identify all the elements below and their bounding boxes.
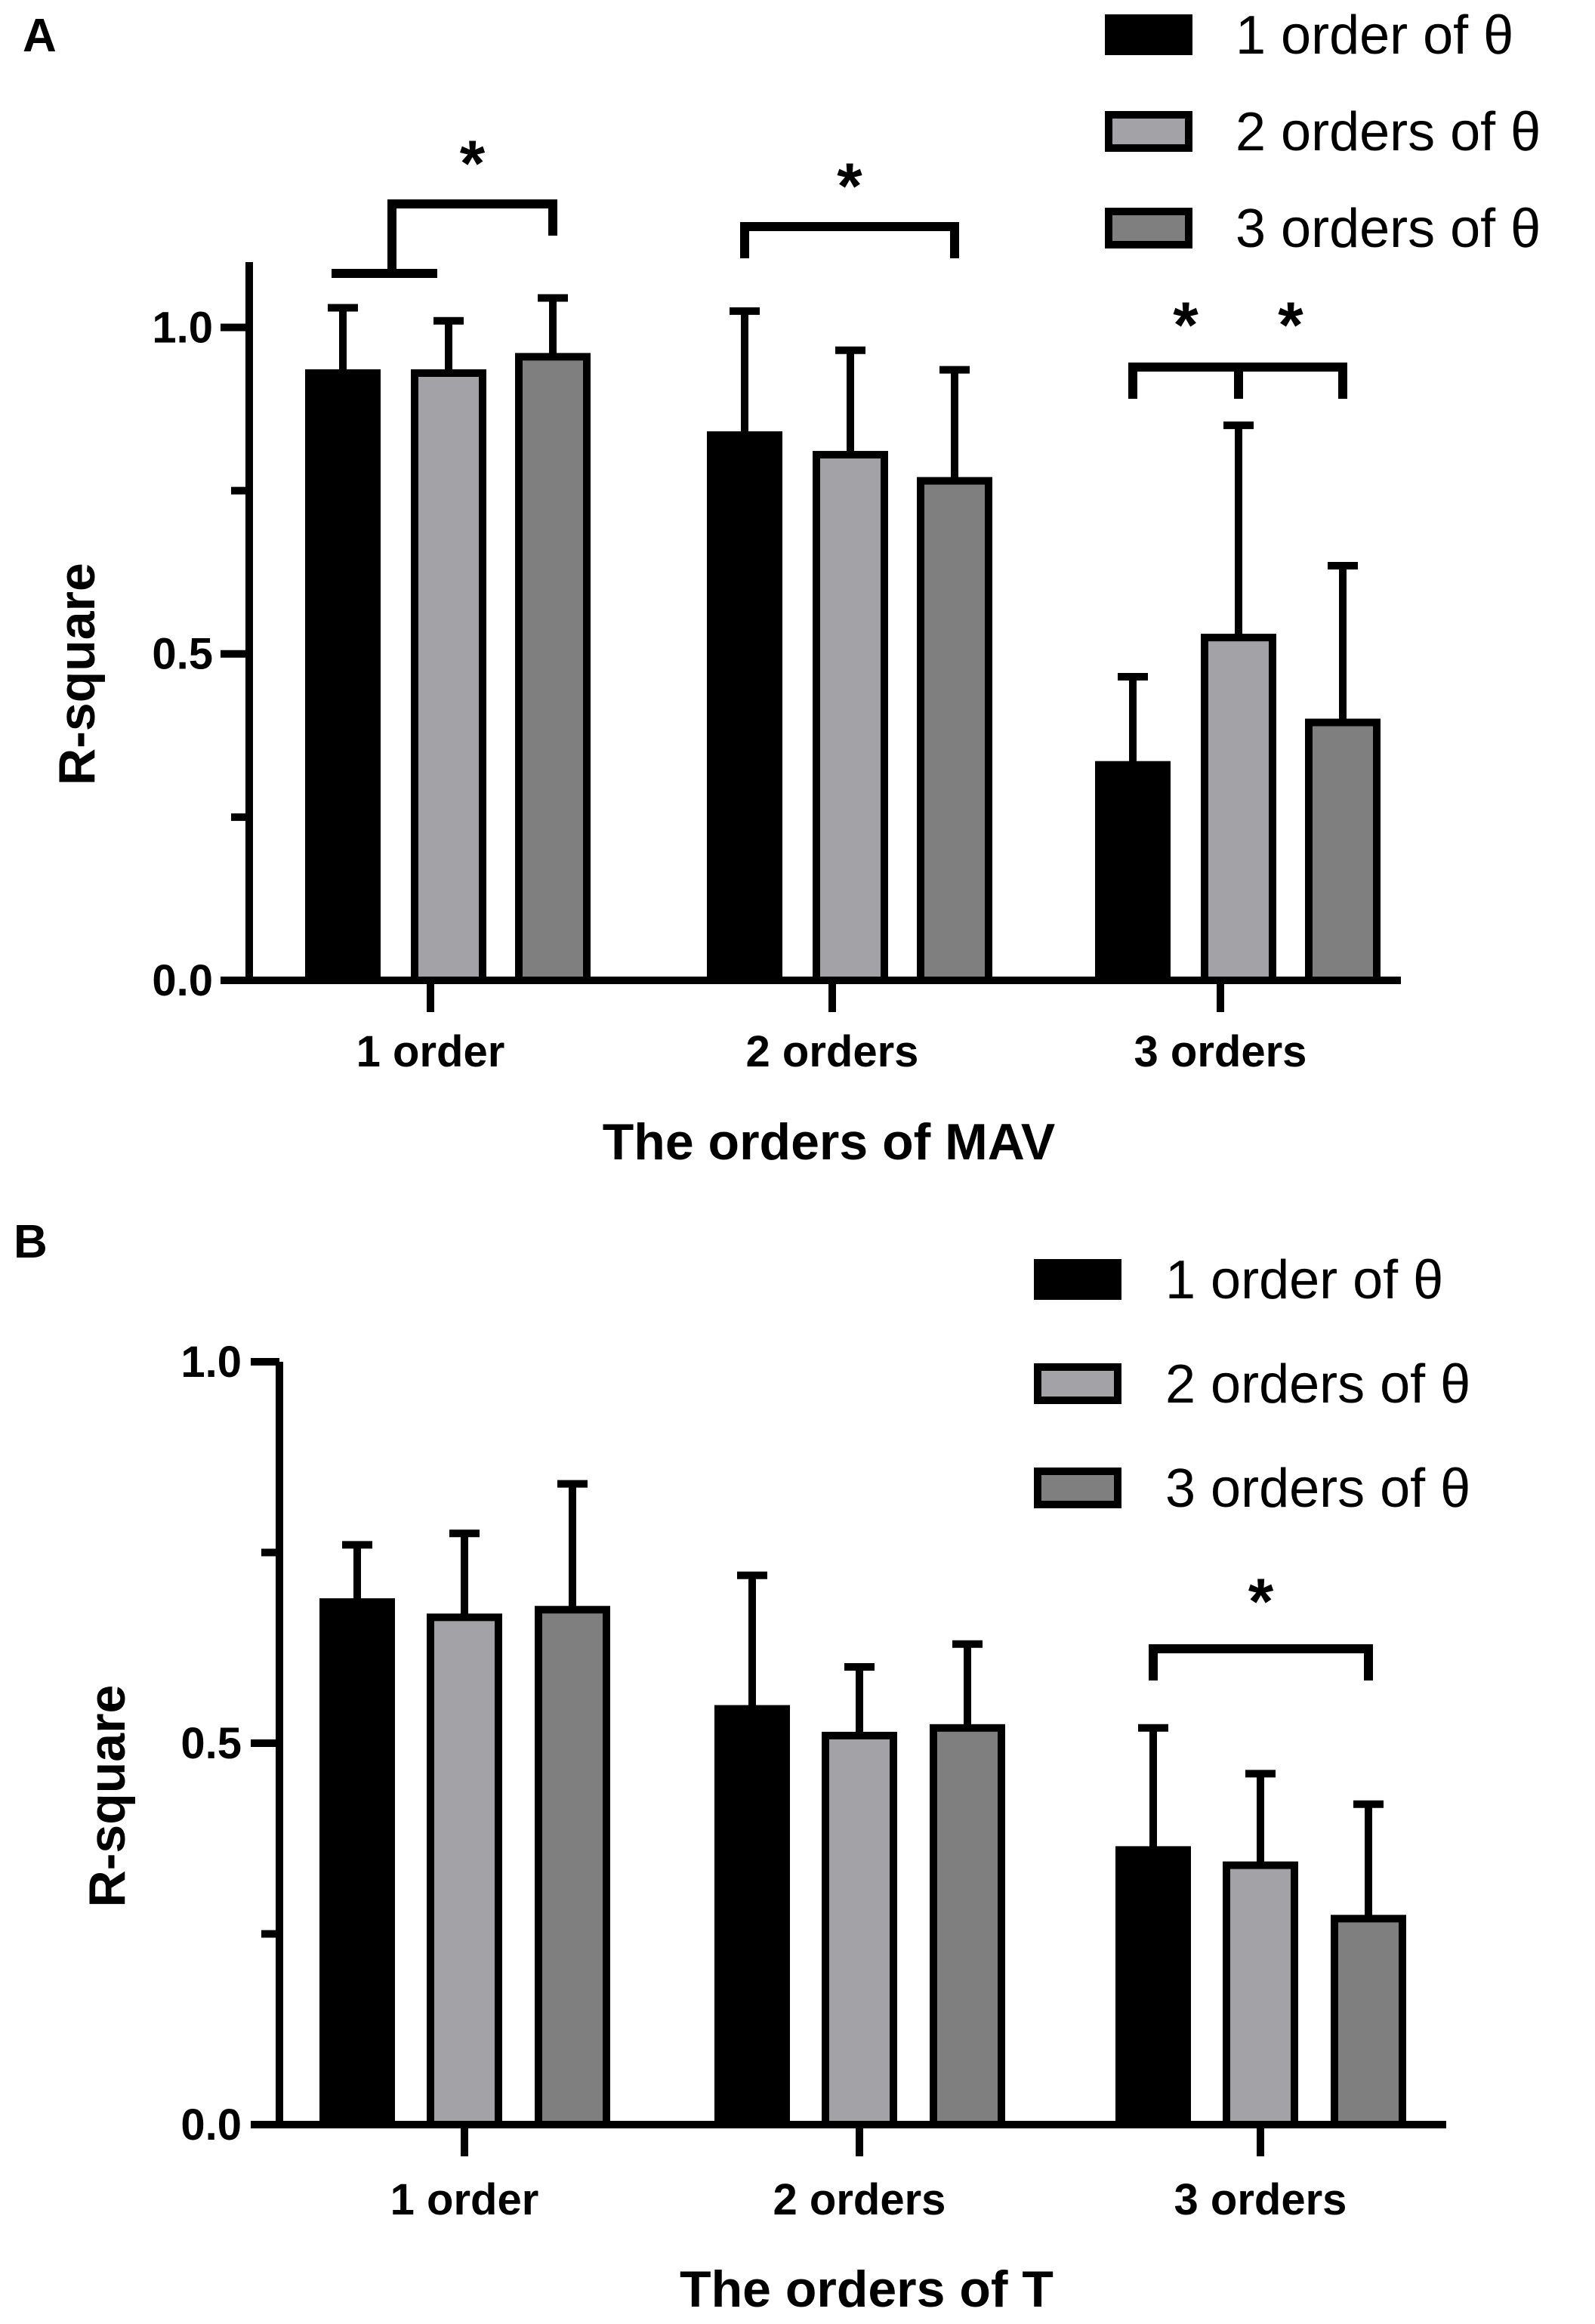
bar: [1201, 634, 1276, 984]
y-tick-label: 0.0: [180, 2100, 242, 2150]
legend-swatch: [1105, 111, 1192, 152]
x-tick-label: 2 orders: [773, 2175, 946, 2224]
legend-label: 2 orders of θ: [1165, 1354, 1470, 1415]
significance-bracket: [387, 199, 557, 277]
legend-swatch: [1034, 1259, 1121, 1300]
x-axis-title: The orders of T: [680, 2261, 1054, 2318]
y-tick-label: 1.0: [152, 303, 213, 352]
bar: [1095, 761, 1171, 984]
significance-star: *: [460, 128, 486, 200]
panel-letter: B: [14, 1216, 48, 1268]
significance-bracket: [740, 222, 959, 258]
significance-bracket: [1149, 1644, 1373, 1681]
legend-label: 2 orders of θ: [1236, 102, 1541, 162]
bar: [822, 1731, 897, 2128]
legend-label: 3 orders of θ: [1236, 199, 1541, 259]
legend-label: 1 order of θ: [1236, 5, 1513, 66]
bar: [813, 451, 888, 984]
bar: [1331, 1915, 1406, 2129]
y-tick-label: 0.5: [180, 1719, 242, 1768]
bar: [1115, 1846, 1191, 2128]
legend-label: 3 orders of θ: [1165, 1458, 1470, 1519]
bar: [427, 1613, 502, 2129]
y-tick-label: 0.0: [152, 956, 213, 1005]
significance-bracket: [1128, 363, 1243, 399]
bar: [1305, 718, 1381, 984]
bar: [930, 1724, 1005, 2129]
x-tick-label: 1 order: [390, 2175, 539, 2224]
significance-star: *: [1173, 289, 1199, 362]
bar: [305, 369, 381, 984]
x-tick-label: 2 orders: [746, 1027, 919, 1076]
x-axis-title: The orders of MAV: [603, 1113, 1055, 1171]
panel-b: B 0.0 0.5 1.0 R-square 1 order 2 orders 3 order…: [14, 1216, 1470, 2318]
bar: [714, 1705, 790, 2129]
significance-star: *: [837, 150, 862, 223]
legend-swatch: [1105, 14, 1192, 55]
bar: [535, 1606, 610, 2128]
x-tick-label: 1 order: [356, 1027, 505, 1076]
y-axis-title: R-square: [79, 1685, 136, 1908]
legend-swatch: [1105, 208, 1192, 248]
bar: [707, 431, 782, 984]
panel-a: A 0.0 0.5 1.0 R-square 1 order 2 orders 3 order…: [23, 5, 1541, 1171]
x-tick-label: 3 orders: [1174, 2175, 1347, 2224]
legend-label: 1 order of θ: [1165, 1250, 1443, 1310]
bar: [411, 369, 486, 984]
bar: [515, 353, 591, 985]
bar: [319, 1598, 395, 2128]
legend-swatch: [1034, 1468, 1121, 1508]
y-tick-label: 1.0: [180, 1338, 242, 1387]
x-tick-label: 3 orders: [1134, 1027, 1307, 1076]
bar: [917, 477, 992, 984]
y-axis-title: R-square: [48, 563, 106, 785]
bar: [1223, 1861, 1298, 2129]
y-tick-label: 0.5: [152, 630, 213, 679]
legend-swatch: [1034, 1363, 1121, 1404]
significance-star: *: [1248, 1566, 1274, 1638]
panel-letter: A: [23, 10, 57, 62]
significance-star: *: [1278, 289, 1303, 362]
significance-bracket: [1234, 363, 1347, 399]
